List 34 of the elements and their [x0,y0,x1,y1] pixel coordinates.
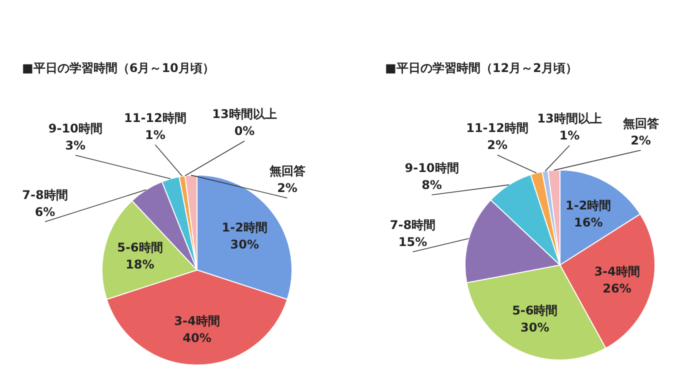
slice-label: 1-2時間 [566,198,612,212]
slice-label: 11-12時間 [466,121,528,135]
data-label: 26% [602,282,632,296]
data-label: 1% [145,128,166,142]
slice-label: 13時間以上 [537,112,602,126]
slice-label: 無回答 [622,116,660,130]
data-label: 2% [630,133,651,148]
slice-label: 5-6時間 [117,240,163,254]
chart-title: ■平日の学習時間（6月～10月頃） [22,61,214,75]
slice-label: 9-10時間 [404,160,459,175]
slice-label: 11-12時間 [124,110,186,125]
data-label: 16% [574,215,603,230]
data-label: 2% [277,181,298,195]
text: 0% [234,124,255,138]
slice-label: 3-4時間 [174,314,220,328]
data-label: 8% [422,178,442,192]
slice-label: 無回答 [268,164,306,178]
data-label: 6% [34,204,56,219]
slice-label: 3-4時間 [594,264,640,279]
slice-label: 9-10時間 [48,121,102,136]
data-label: 30% [520,320,550,334]
slice-label: 1-2時間 [222,220,268,234]
slice-label: 7-8時間 [390,218,436,232]
data-label: 3% [65,138,86,152]
data-label: 18% [126,257,154,272]
data-label: 1% [559,128,580,142]
data-label: 2% [487,138,508,152]
chart-title: ■平日の学習時間（12月～2月頃） [385,61,578,75]
slice-label: 5-6時間 [512,303,558,318]
data-label: 40% [182,330,212,345]
slice-label: 7-8時間 [22,188,68,202]
data-label: 15% [398,234,428,249]
data-label: 30% [230,237,260,252]
category-label: 13時間以上 [212,107,277,121]
